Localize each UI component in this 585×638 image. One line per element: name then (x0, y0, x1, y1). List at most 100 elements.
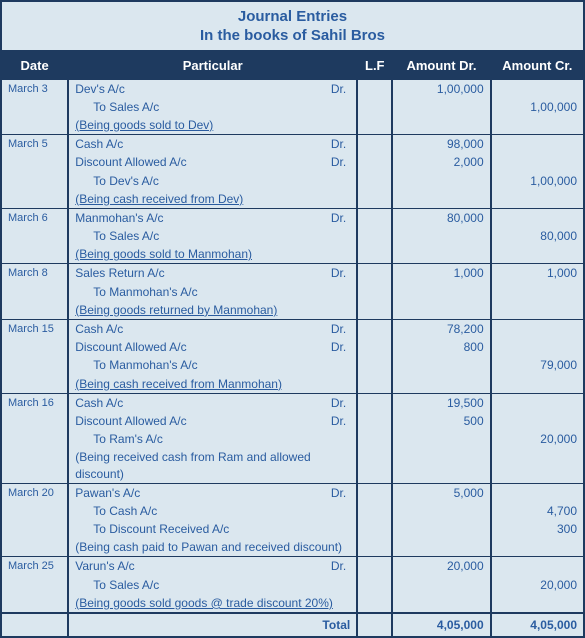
amount-dr-cell (392, 283, 490, 301)
particular-cell: Discount Allowed A/cDr. (68, 153, 357, 171)
lf-cell (357, 557, 392, 576)
lf-cell (357, 227, 392, 245)
journal-line: March 5Cash A/cDr.98,000 (2, 135, 583, 154)
amount-dr-cell: 500 (392, 412, 490, 430)
lf-cell (357, 153, 392, 171)
journal-table: Date Particular L.F Amount Dr. Amount Cr… (2, 52, 583, 636)
journal-line: March 20Pawan's A/cDr. 5,000 (2, 483, 583, 502)
date-cell (2, 227, 68, 245)
date-cell (2, 576, 68, 594)
date-cell (2, 594, 68, 612)
subtitle: In the books of Sahil Bros (2, 27, 583, 52)
lf-cell (357, 393, 392, 412)
amount-dr-cell: 1,000 (392, 264, 490, 283)
particular-cell: To Manmohan's A/c (68, 283, 357, 301)
date-cell (2, 448, 68, 482)
amount-cr-cell (491, 557, 583, 576)
lf-cell (357, 356, 392, 374)
date-cell (2, 412, 68, 430)
amount-dr-cell (392, 356, 490, 374)
date-cell (2, 356, 68, 374)
journal-line: To Dev's A/c 1,00,000 (2, 172, 583, 190)
journal-line: March 25Varun's A/cDr.20,000 (2, 557, 583, 576)
particular-cell: To Sales A/c (68, 227, 357, 245)
amount-dr-cell: 1,00,000 (392, 80, 490, 98)
total-label: Total (68, 613, 357, 636)
lf-cell (357, 190, 392, 208)
amount-cr-cell (491, 594, 583, 612)
amount-cr-cell: 20,000 (491, 576, 583, 594)
amount-cr-cell (491, 135, 583, 154)
lf-cell (357, 412, 392, 430)
date-cell (2, 283, 68, 301)
amount-dr-cell: 5,000 (392, 483, 490, 502)
lf-cell (357, 98, 392, 116)
particular-cell: Varun's A/cDr. (68, 557, 357, 576)
amount-cr-cell: 1,00,000 (491, 172, 583, 190)
journal-line: To Ram's A/c20,000 (2, 430, 583, 448)
amount-dr-cell (392, 594, 490, 612)
journal-line: March 3Dev's A/cDr. 1,00,000 (2, 80, 583, 98)
lf-cell (357, 448, 392, 482)
particular-cell: (Being cash paid to Pawan and received d… (68, 538, 357, 556)
date-cell (2, 430, 68, 448)
date-cell (2, 520, 68, 538)
amount-dr-cell (392, 520, 490, 538)
particular-cell: (Being goods sold to Manmohan) (68, 245, 357, 263)
amount-cr-cell: 300 (491, 520, 583, 538)
amount-dr-cell (392, 227, 490, 245)
lf-cell (357, 264, 392, 283)
journal-line: (Being goods returned by Manmohan) (2, 301, 583, 319)
lf-cell (357, 283, 392, 301)
particular-cell: Discount Allowed A/cDr. (68, 338, 357, 356)
date-cell: March 20 (2, 483, 68, 502)
amount-dr-cell (392, 375, 490, 393)
date-cell (2, 538, 68, 556)
journal-line: (Being cash received from Dev) (2, 190, 583, 208)
total-lf (357, 613, 392, 636)
amount-dr-cell (392, 245, 490, 263)
journal-line: To Discount Received A/c300 (2, 520, 583, 538)
particular-cell: To Dev's A/c (68, 172, 357, 190)
date-cell: March 3 (2, 80, 68, 98)
date-cell (2, 190, 68, 208)
particular-cell: Sales Return A/cDr. (68, 264, 357, 283)
date-cell: March 25 (2, 557, 68, 576)
total-cr: 4,05,000 (491, 613, 583, 636)
particular-cell: Pawan's A/cDr. (68, 483, 357, 502)
amount-dr-cell (392, 538, 490, 556)
title: Journal Entries (2, 2, 583, 27)
amount-dr-cell (392, 448, 490, 482)
particular-cell: Cash A/cDr. (68, 393, 357, 412)
amount-dr-cell (392, 430, 490, 448)
lf-cell (357, 430, 392, 448)
date-cell (2, 116, 68, 134)
amount-dr-cell (392, 502, 490, 520)
amount-cr-cell: 4,700 (491, 502, 583, 520)
amount-cr-cell (491, 208, 583, 227)
header-row: Date Particular L.F Amount Dr. Amount Cr… (2, 52, 583, 80)
date-cell (2, 245, 68, 263)
journal-line: To Cash A/c4,700 (2, 502, 583, 520)
journal-line: To Sales A/c1,00,000 (2, 98, 583, 116)
date-cell (2, 375, 68, 393)
amount-dr-cell: 2,000 (392, 153, 490, 171)
lf-cell (357, 538, 392, 556)
amount-cr-cell (491, 448, 583, 482)
particular-cell: (Being goods sold to Dev) (68, 116, 357, 134)
lf-cell (357, 135, 392, 154)
lf-cell (357, 338, 392, 356)
journal-line: (Being goods sold goods @ trade discount… (2, 594, 583, 612)
lf-cell (357, 172, 392, 190)
amount-cr-cell: 1,00,000 (491, 98, 583, 116)
particular-cell: Dev's A/cDr. (68, 80, 357, 98)
date-cell (2, 301, 68, 319)
journal-line: March 8Sales Return A/cDr.1,0001,000 (2, 264, 583, 283)
particular-cell: (Being cash received from Manmohan) (68, 375, 357, 393)
journal-line: (Being goods sold to Dev) (2, 116, 583, 134)
date-cell (2, 98, 68, 116)
col-date: Date (2, 52, 68, 80)
journal-line: To Sales A/c80,000 (2, 227, 583, 245)
amount-dr-cell: 800 (392, 338, 490, 356)
amount-cr-cell (491, 283, 583, 301)
